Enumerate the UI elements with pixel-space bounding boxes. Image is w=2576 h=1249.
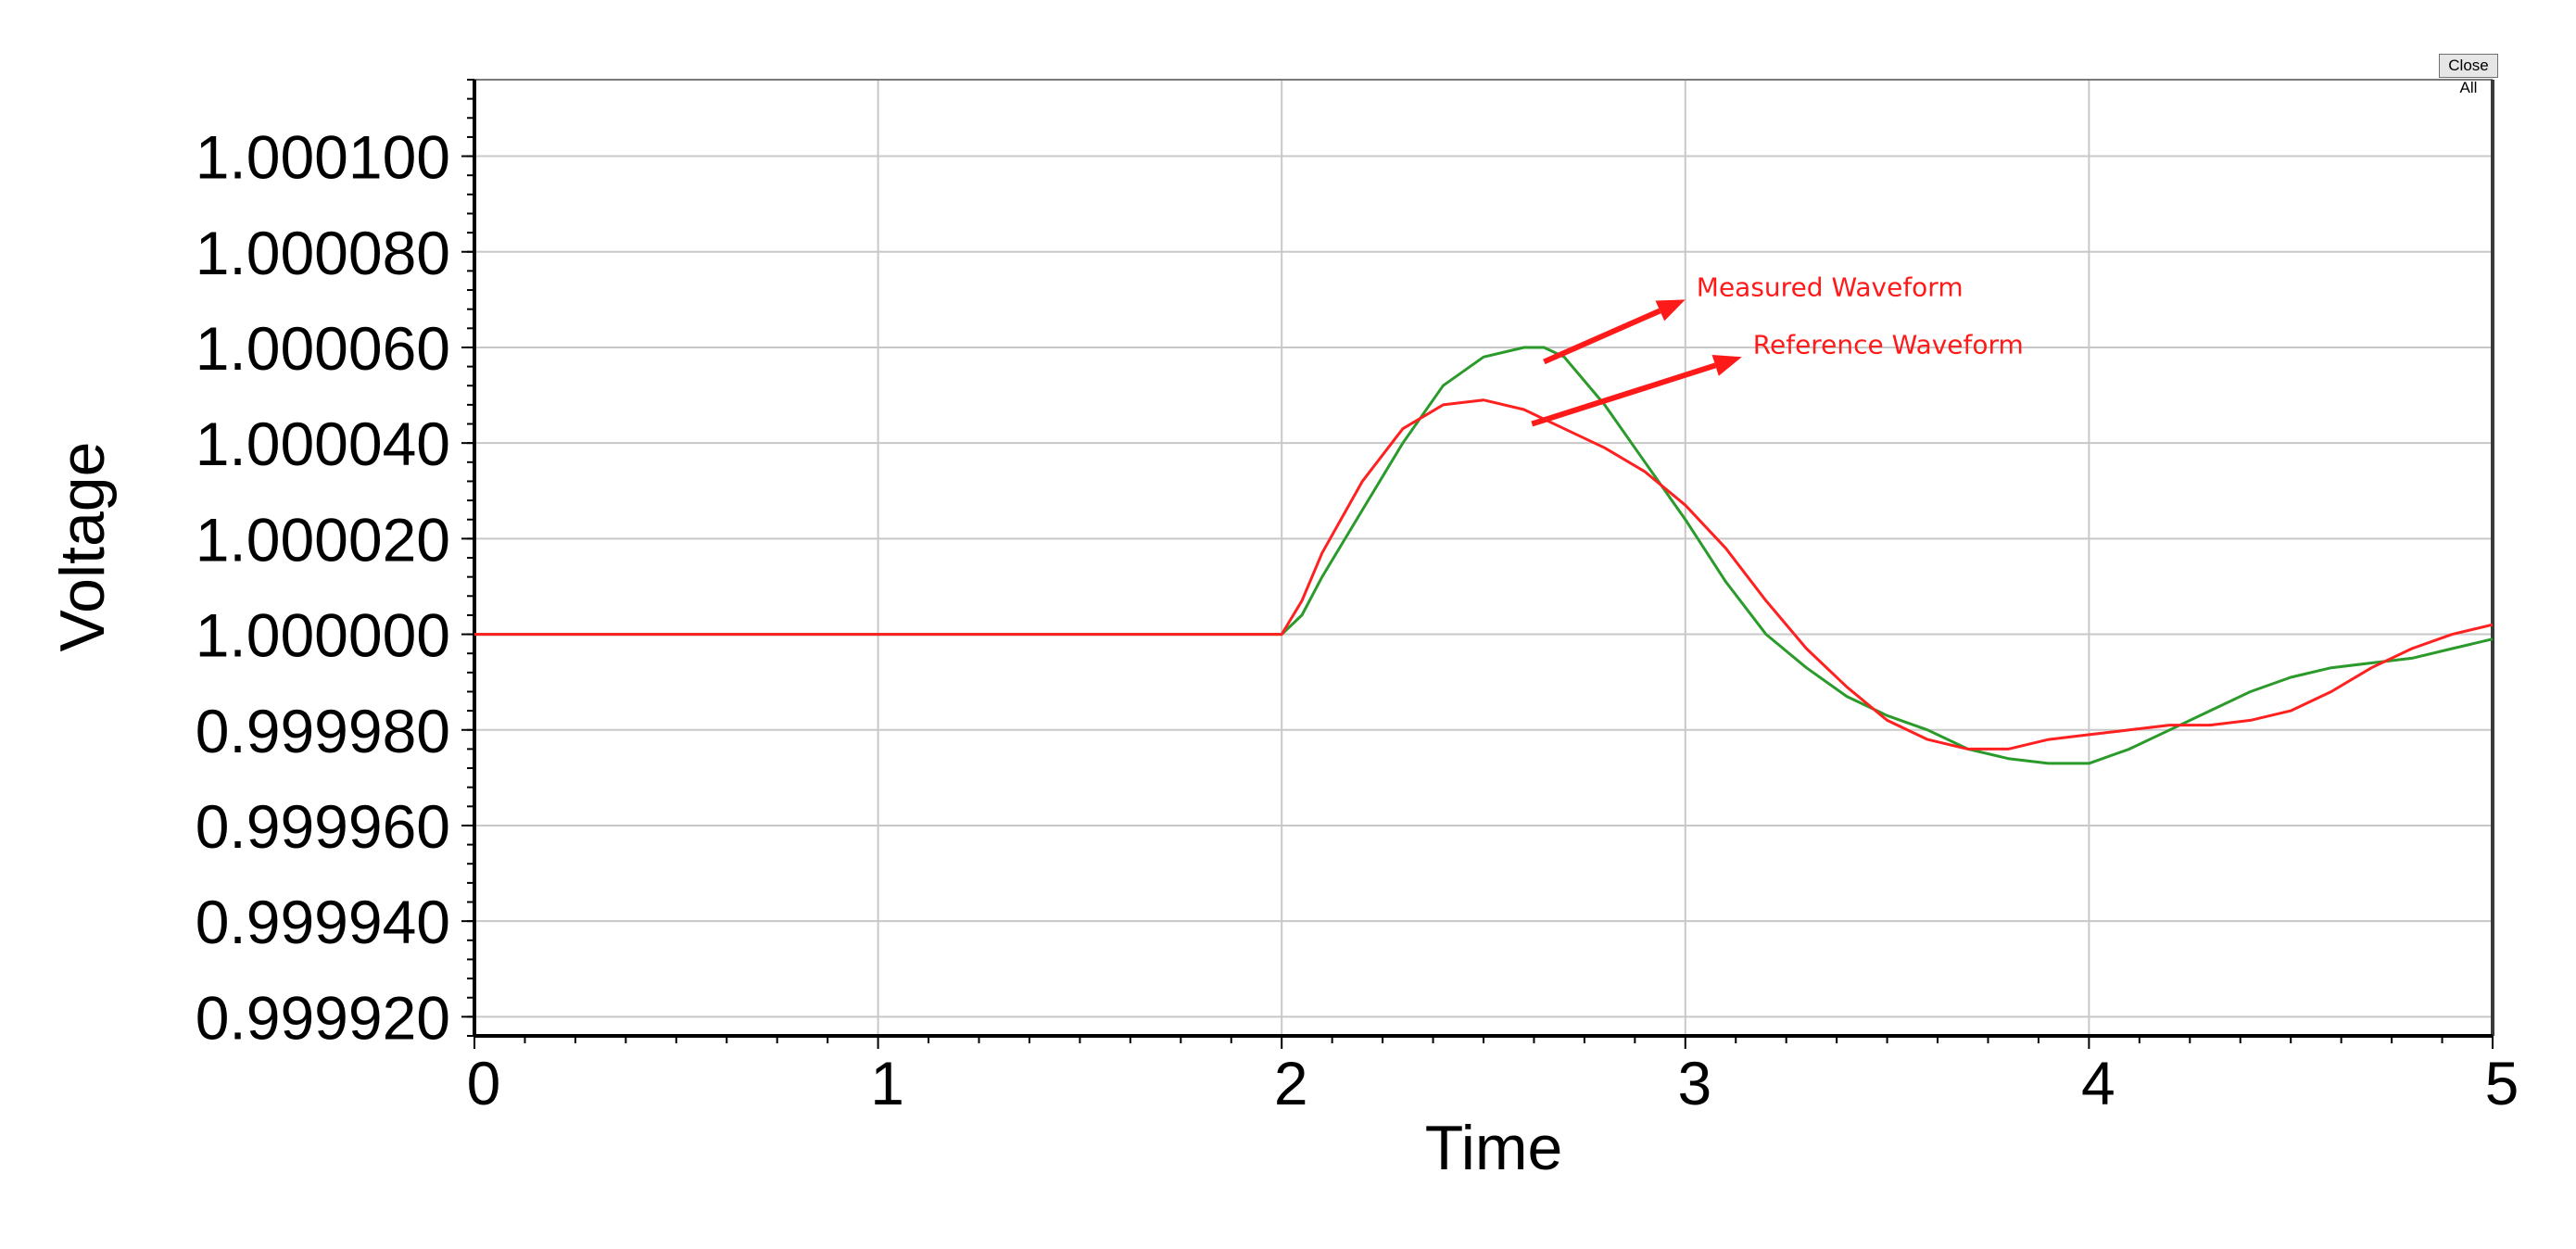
annotation-arrow-shaft: [1531, 362, 1717, 427]
x-axis-title: Time: [1425, 1113, 1563, 1183]
series-line-measured-waveform: [474, 398, 2494, 751]
close-all-button[interactable]: Close All: [2439, 54, 2498, 96]
y-axis-title: Voltage: [47, 442, 118, 652]
x-tick-label: 4: [2081, 1049, 2115, 1117]
y-tick-labels: 0.999920 0.999940 0.999960 0.999980 1.000000…: [196, 123, 450, 1053]
series-line-reference-waveform: [474, 346, 2494, 765]
annotation-arrow-shaft: [1543, 308, 1661, 365]
annotation-label: Reference Waveform: [1753, 329, 2024, 360]
annotation-arrow-head: [1711, 355, 1742, 376]
y-tick-label: 0.999980: [196, 697, 450, 765]
x-tick-label: 1: [870, 1049, 904, 1117]
y-tick-label: 1.000020: [196, 505, 450, 574]
axes: [473, 79, 2494, 1038]
y-tick-label: 1.000000: [196, 601, 450, 670]
x-tick-label: 2: [1274, 1049, 1308, 1117]
series-lines: [474, 346, 2494, 765]
annotation-label: Measured Waveform: [1697, 271, 1964, 302]
y-tick-label: 0.999920: [196, 983, 450, 1052]
y-tick-label: 0.999940: [196, 888, 450, 956]
y-tick-label: 1.000060: [196, 314, 450, 383]
y-tick-label: 0.999960: [196, 792, 450, 861]
annotation-arrow-head: [1655, 299, 1686, 322]
y-tick-label: 1.000080: [196, 219, 450, 287]
x-tick-label: 5: [2485, 1049, 2519, 1117]
x-tick-label: 0: [467, 1049, 501, 1117]
y-tick-label: 1.000040: [196, 410, 450, 478]
x-tick-label: 3: [1677, 1049, 1711, 1117]
x-tick-labels: 0 1 2 3 4 5: [467, 1049, 2519, 1117]
y-tick-label: 1.000100: [196, 123, 450, 192]
annotations: Measured Waveform Reference Waveform: [1531, 271, 2024, 427]
